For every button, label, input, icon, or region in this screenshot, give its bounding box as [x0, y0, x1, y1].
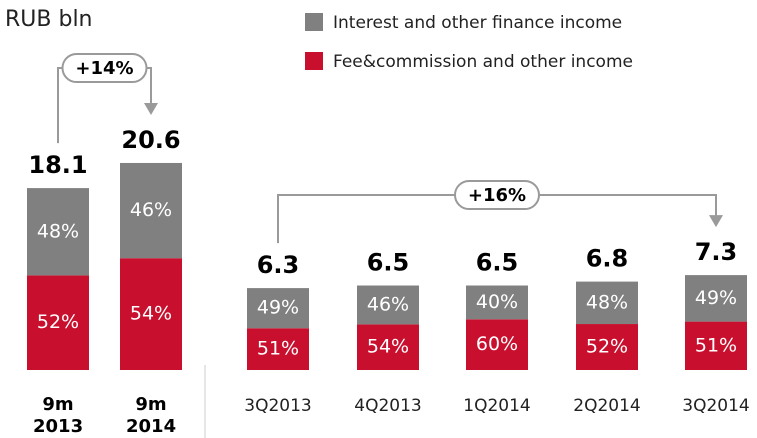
value-label: 49% [695, 287, 737, 309]
legend-swatch [305, 13, 323, 31]
growth-pill [454, 180, 540, 210]
bar-segment [685, 321, 747, 370]
total-label: 7.3 [695, 238, 738, 266]
x-tick-label: 1Q2014 [463, 396, 530, 416]
legend-label: Fee&commission and other income [333, 52, 633, 72]
bar-segment [466, 319, 528, 370]
value-label: 46% [130, 199, 172, 221]
bar-segment [576, 324, 638, 370]
legend-swatch [305, 52, 323, 70]
total-label: 20.6 [121, 126, 180, 154]
value-label: 51% [695, 334, 737, 356]
bar-segment [27, 188, 89, 276]
bar-segment [357, 324, 419, 370]
growth-label: +16% [468, 185, 526, 206]
value-label: 48% [37, 220, 79, 242]
growth-pill [61, 53, 148, 83]
value-label: 52% [37, 311, 79, 333]
unit-title: RUB bln [5, 7, 93, 32]
value-label: 60% [476, 333, 518, 355]
total-label: 6.8 [586, 245, 629, 273]
bar-segment [247, 328, 309, 370]
bar-segment [685, 275, 747, 322]
x-tick-label: 3Q2014 [682, 396, 749, 416]
total-label: 6.5 [476, 249, 519, 277]
bar-segment [247, 288, 309, 329]
x-tick-label: 9m 2013 [33, 394, 84, 437]
value-label: 46% [367, 293, 409, 315]
x-tick-label: 9m 2014 [126, 394, 177, 437]
total-label: 6.5 [367, 249, 410, 277]
bar-segment [466, 285, 528, 320]
value-label: 40% [476, 291, 518, 313]
arrow-head [709, 215, 723, 228]
legend-label: Interest and other finance income [333, 13, 622, 33]
x-tick-label: 3Q2013 [244, 396, 311, 416]
total-label: 18.1 [28, 151, 87, 179]
growth-label: +14% [75, 58, 133, 79]
value-label: 51% [257, 338, 299, 360]
bar-segment [357, 285, 419, 325]
value-label: 52% [586, 336, 628, 358]
value-label: 49% [257, 297, 299, 319]
bar-segment [27, 275, 89, 370]
value-label: 48% [586, 291, 628, 313]
arrow-head [144, 102, 158, 115]
bar-segment [576, 281, 638, 325]
x-tick-label: 2Q2014 [573, 396, 640, 416]
bar-segment [120, 162, 182, 259]
value-label: 54% [367, 336, 409, 358]
x-tick-label: 4Q2013 [354, 396, 421, 416]
bar-segment [120, 258, 182, 370]
value-label: 54% [130, 303, 172, 325]
total-label: 6.3 [257, 251, 300, 279]
